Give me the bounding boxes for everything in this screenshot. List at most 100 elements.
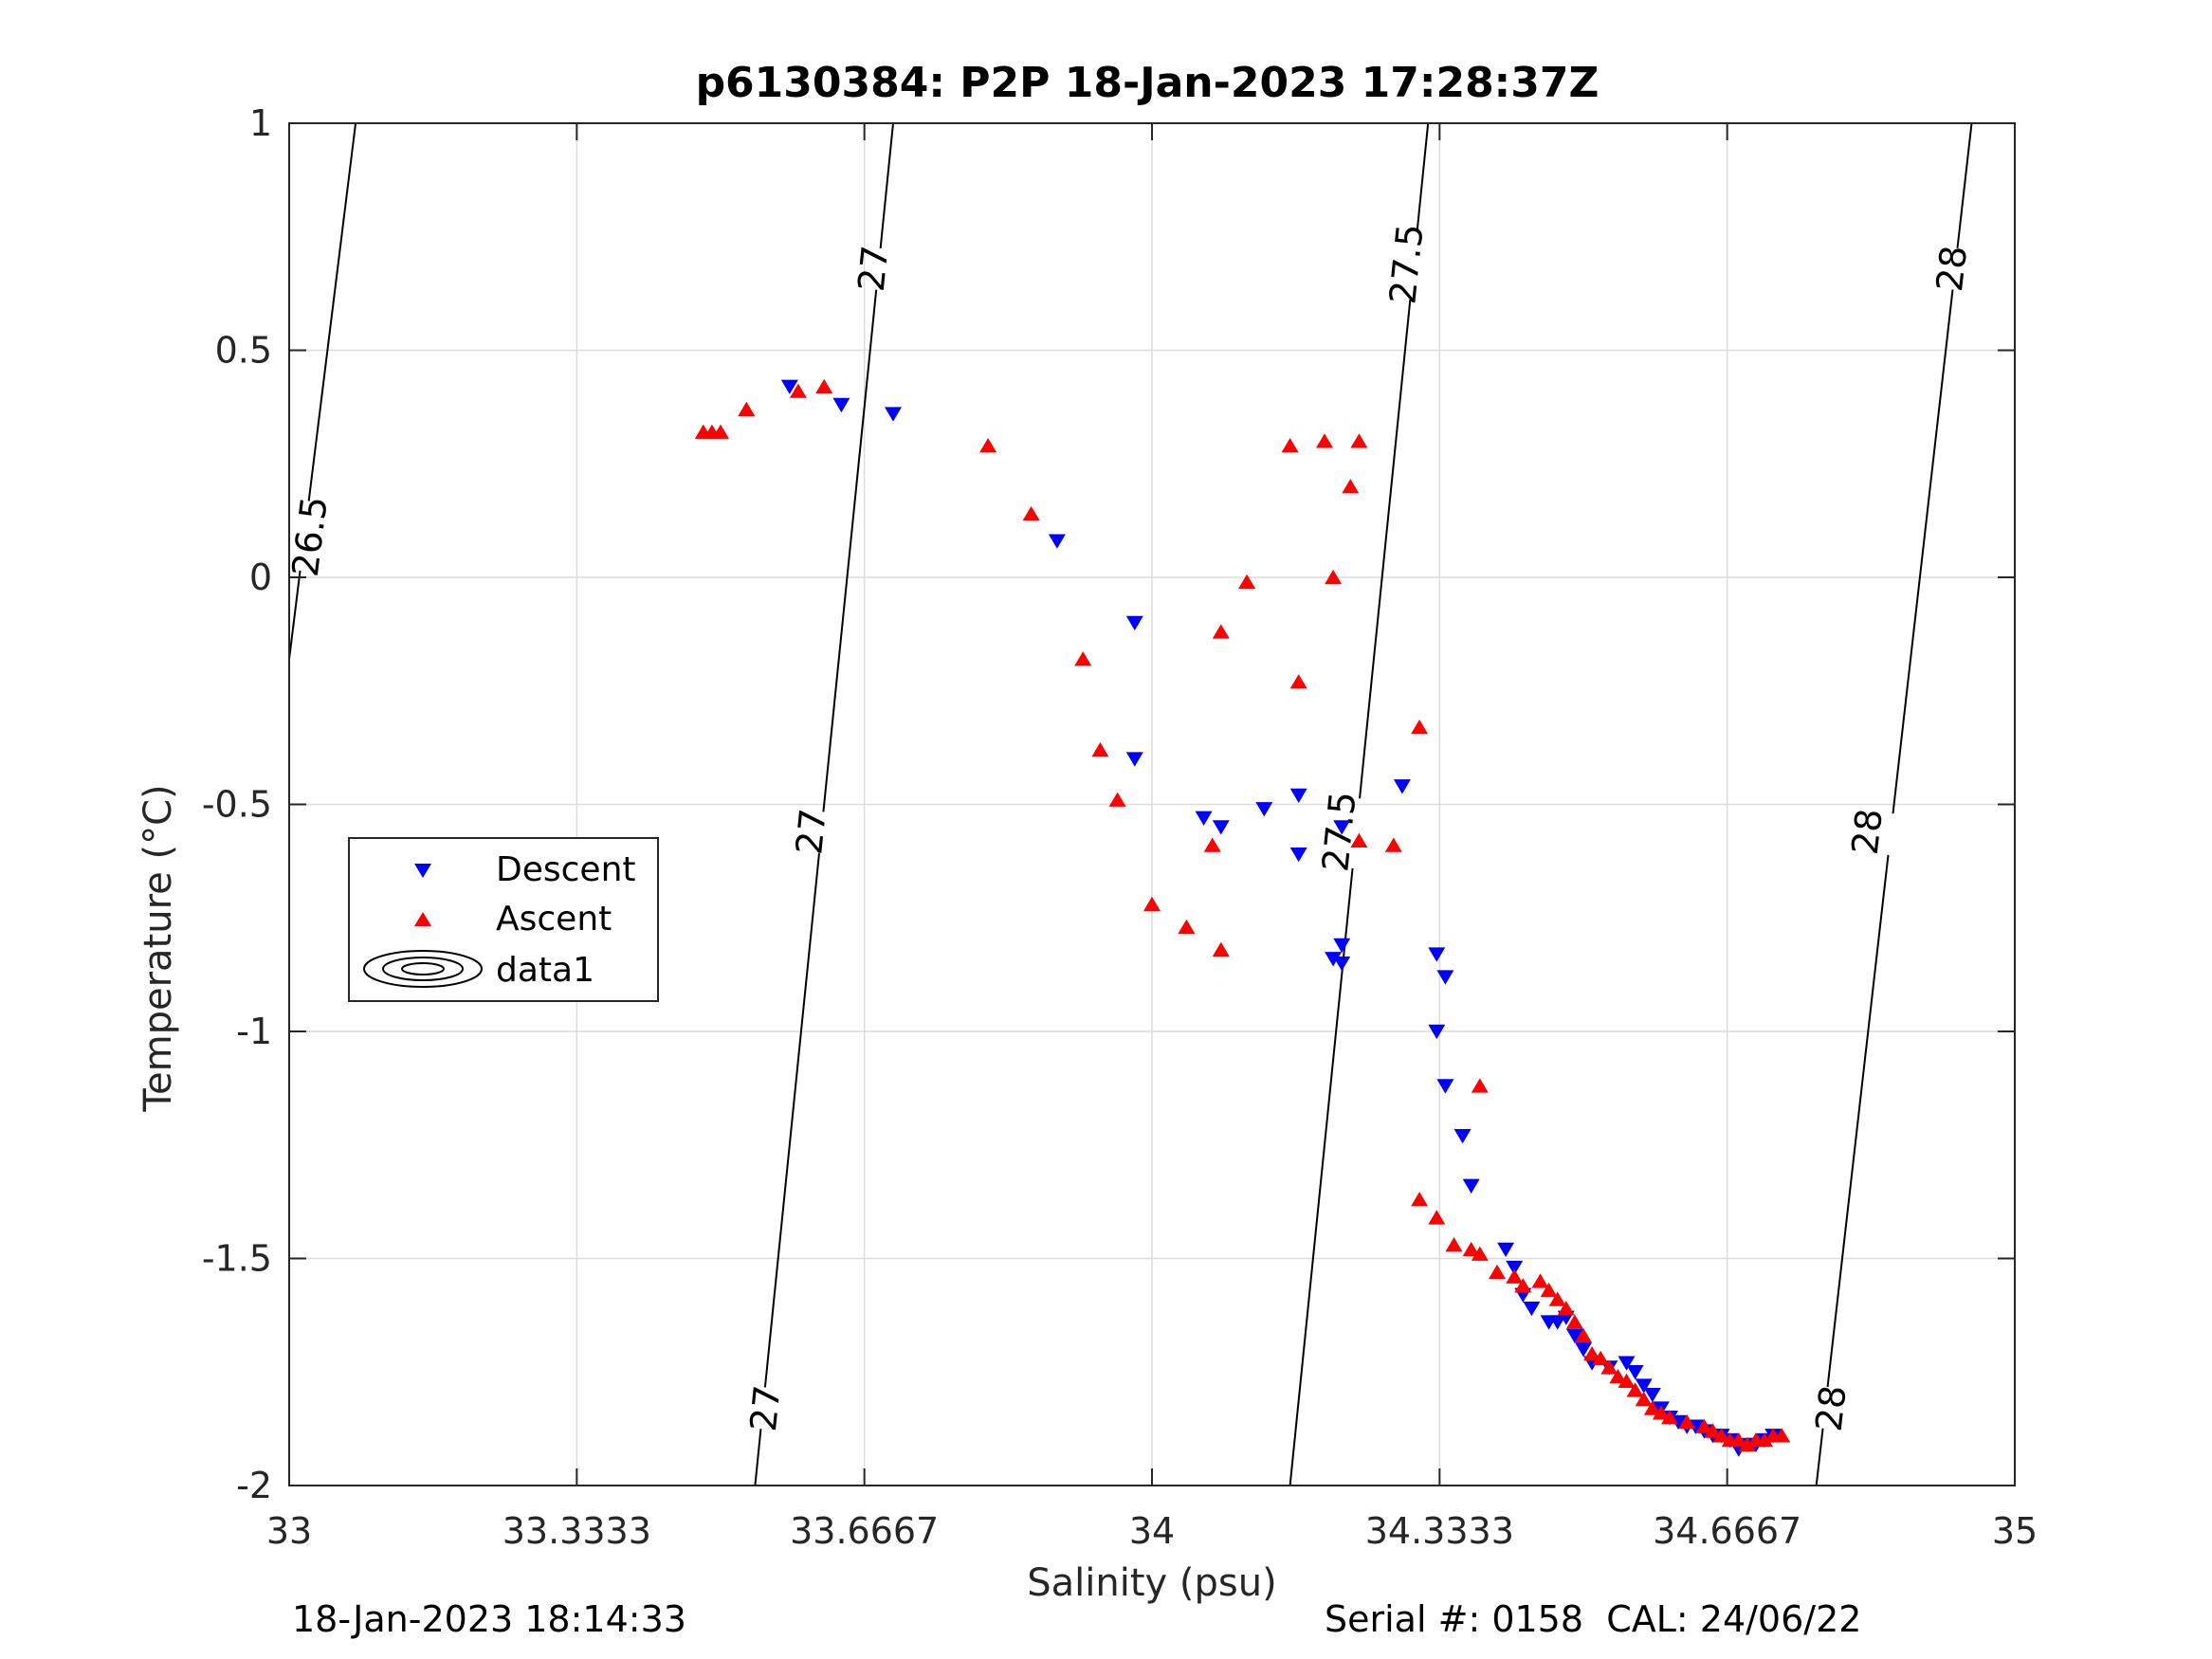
descent-point [832,397,850,413]
ascent-point [1695,1418,1713,1433]
density-contour-26.5 [288,570,302,660]
ascent-point [1489,1264,1506,1280]
descent-point [1575,1342,1592,1358]
chart-title: p6130384: P2P 18-Jan-2023 17:28:37Z [696,59,1600,107]
ascent-point [1643,1400,1661,1415]
contour-label-27.5: 27.5 [1314,790,1363,874]
ascent-point [1289,674,1307,689]
density-contour-27.5 [1359,299,1412,799]
descent-point [1462,1178,1480,1194]
legend: Descent Ascent data1 [348,837,659,1002]
contour-label-26.5: 26.5 [284,494,336,578]
ascent-point [1108,792,1126,807]
descent-point [1048,534,1066,549]
ascent-point [789,383,807,398]
descent-point [1626,1365,1644,1380]
ascent-point [1411,719,1429,735]
grid [289,123,2015,1486]
descent-point [1289,788,1307,804]
legend-data1-label: data1 [496,951,594,990]
legend-descent-label: Descent [496,850,636,889]
descent-point [1506,1260,1524,1276]
descent-point [1393,779,1411,794]
y-axis-label: Temperature (°C) [137,784,180,1112]
density-contour-28 [1956,122,1973,248]
descent-point [1428,947,1446,962]
descent-point [1643,1388,1661,1403]
x-tick-label: 34.6667 [1653,1510,1801,1552]
density-contour-27.5 [1289,867,1354,1486]
descent-point [1453,1128,1472,1144]
descent-point [1428,1024,1446,1040]
ascent-point [815,378,833,394]
ascent-point [1773,1428,1791,1443]
contour-label-28: 28 [1929,244,1975,294]
x-axis-label: Salinity (psu) [1027,1561,1276,1605]
ascent-point [1022,505,1040,521]
density-contour-28 [1815,1428,1824,1486]
density-contour-28 [1826,854,1890,1388]
ascent-point [1506,1268,1524,1284]
density-contour-27 [754,1429,762,1486]
ascent-point [1411,1192,1429,1207]
footer-timestamp: 18-Jan-2023 18:14:33 [292,1598,686,1640]
ascent-point [1074,651,1092,666]
descent-point [1333,820,1351,835]
ascent-point [1583,1345,1601,1361]
ascent-point [1091,741,1109,757]
descent-point [1255,802,1273,817]
descent-point [1333,956,1351,972]
descent-point [1325,952,1343,967]
descent-point [1125,615,1143,630]
descent-point [1548,1315,1566,1330]
ascent-point [1600,1359,1618,1375]
descent-point [1618,1356,1636,1371]
ascent-point [1384,837,1402,852]
y-tick-label: -2 [236,1465,272,1506]
descent-point [1125,752,1143,767]
x-tick-label: 33.3333 [503,1510,651,1552]
footer-serial-cal: Serial #: 0158 CAL: 24/06/22 [1325,1598,1862,1640]
legend-ascent-marker [414,912,431,926]
density-contour-28 [1892,289,1954,814]
ascent-point [1316,433,1333,448]
ascent-point [1212,941,1230,957]
ascent-point [712,424,729,439]
ascent-point [1350,433,1368,448]
ascent-point [1531,1273,1549,1288]
contour-label-27.5: 27.5 [1381,222,1431,306]
ascent-point [1350,832,1368,848]
ascent-point [1462,1241,1480,1257]
contour-label-27: 27 [850,244,897,294]
ascent-point [1592,1350,1610,1366]
contour-label-28: 28 [1808,1383,1855,1433]
y-tick-label: 1 [249,102,272,144]
ascent-point [1445,1237,1463,1252]
ascent-point [979,437,997,453]
ascent-point [1738,1436,1756,1452]
ascent-point [1756,1432,1774,1448]
ascent-point [1514,1278,1532,1293]
density-contours: 26.5 27 27 27 27.5 27.5 28 28 28 [284,122,1975,1486]
ascent-point [1661,1410,1678,1425]
descent-point [1289,847,1307,863]
ascent-point [1652,1405,1670,1420]
descent-point [1333,938,1351,954]
density-contour-27 [822,289,878,812]
ascent-point [1342,479,1360,494]
x-tick-label: 33 [266,1510,312,1552]
density-contour-27 [879,122,894,249]
descent-point [1195,811,1213,826]
descent-point [1436,970,1454,985]
descent-point [885,407,902,422]
contour-label-27: 27 [788,807,834,857]
ascent-point [1540,1282,1558,1298]
descent-point [1436,1079,1454,1094]
ascent-point [1143,896,1161,912]
y-tick-label: -1 [236,1011,272,1052]
ascent-point [1471,1078,1489,1093]
axis-ticks: 33 33.3333 33.6667 34 34.3333 34.6667 35 1 0.5 0 -… [202,102,2038,1552]
ascent-point [1678,1413,1696,1430]
ascent-point [1729,1432,1747,1448]
